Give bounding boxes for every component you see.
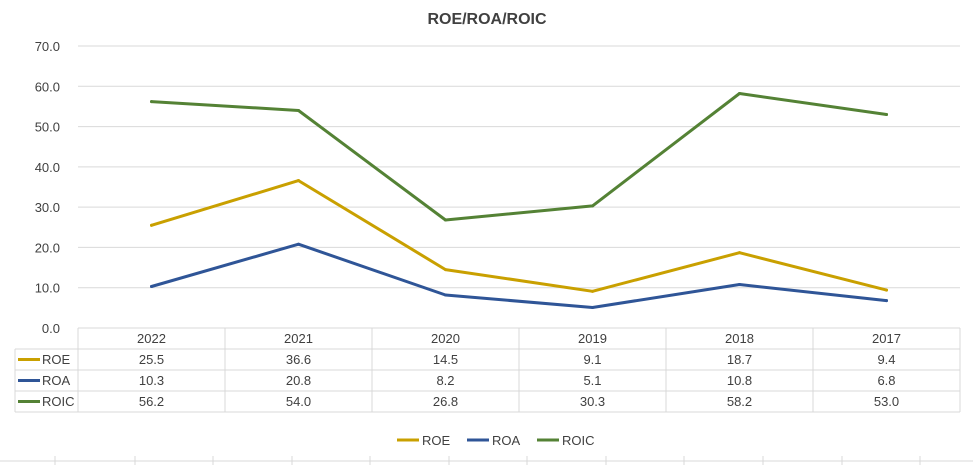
y-tick-label: 40.0 xyxy=(35,160,60,175)
chart-title: ROE/ROA/ROIC xyxy=(427,11,547,28)
x-category-label: 2017 xyxy=(872,331,901,346)
y-tick-label: 10.0 xyxy=(35,281,60,296)
data-point xyxy=(444,293,447,296)
data-point xyxy=(297,243,300,246)
series-line-roic xyxy=(152,94,887,221)
data-point xyxy=(150,285,153,288)
x-category-label: 2020 xyxy=(431,331,460,346)
table-cell-value: 6.8 xyxy=(877,373,895,388)
table-cell-value: 54.0 xyxy=(286,394,311,409)
data-table: 2022 2021 2020 2019 2018 2017 ROE 25.5 36.6 14.5 9… xyxy=(15,328,960,412)
y-tick-label: 20.0 xyxy=(35,240,60,255)
series-line-roa xyxy=(152,244,887,307)
data-point xyxy=(150,100,153,103)
legend: ROE ROA ROIC xyxy=(397,433,595,448)
table-cell-value: 26.8 xyxy=(433,394,458,409)
data-point xyxy=(297,179,300,182)
y-tick-label: 0.0 xyxy=(42,321,60,336)
series-lines xyxy=(150,92,888,309)
data-point xyxy=(738,283,741,286)
chart-container: ROE/ROA/ROIC 0.0 10.0 20.0 30.0 40.0 50.0 60.0… xyxy=(0,0,973,465)
data-point xyxy=(738,92,741,95)
y-tick-label: 70.0 xyxy=(35,39,60,54)
x-category-label: 2019 xyxy=(578,331,607,346)
table-cell-value: 20.8 xyxy=(286,373,311,388)
series-line-roe xyxy=(152,181,887,292)
table-cell-value: 14.5 xyxy=(433,352,458,367)
table-cell-value: 30.3 xyxy=(580,394,605,409)
table-cell-value: 10.8 xyxy=(727,373,752,388)
data-point xyxy=(444,268,447,271)
table-cell-value: 8.2 xyxy=(436,373,454,388)
y-tick-label: 50.0 xyxy=(35,120,60,135)
table-cell-value: 18.7 xyxy=(727,352,752,367)
data-point xyxy=(444,219,447,222)
table-cell-value: 36.6 xyxy=(286,352,311,367)
bottom-axis-ticks xyxy=(0,456,973,465)
table-cell-value: 25.5 xyxy=(139,352,164,367)
table-series-name: ROA xyxy=(42,373,71,388)
table-cell-value: 58.2 xyxy=(727,394,752,409)
x-category-label: 2021 xyxy=(284,331,313,346)
data-point xyxy=(297,109,300,112)
legend-label: ROIC xyxy=(562,433,595,448)
data-point xyxy=(150,224,153,227)
legend-label: ROE xyxy=(422,433,451,448)
data-point xyxy=(885,299,888,302)
y-axis: 0.0 10.0 20.0 30.0 40.0 50.0 60.0 70.0 xyxy=(35,39,60,336)
table-cell-value: 56.2 xyxy=(139,394,164,409)
table-cell-value: 10.3 xyxy=(139,373,164,388)
table-cell-value: 9.1 xyxy=(583,352,601,367)
gridlines xyxy=(78,46,960,288)
data-point xyxy=(885,113,888,116)
x-category-label: 2018 xyxy=(725,331,754,346)
table-cell-value: 53.0 xyxy=(874,394,899,409)
table-cell-value: 9.4 xyxy=(877,352,895,367)
data-point xyxy=(591,290,594,293)
data-point xyxy=(591,306,594,309)
data-point xyxy=(738,251,741,254)
table-series-name: ROIC xyxy=(42,394,75,409)
line-chart: ROE/ROA/ROIC 0.0 10.0 20.0 30.0 40.0 50.0 60.0… xyxy=(0,0,973,465)
legend-label: ROA xyxy=(492,433,521,448)
y-tick-label: 30.0 xyxy=(35,200,60,215)
table-cell-value: 5.1 xyxy=(583,373,601,388)
data-point xyxy=(591,204,594,207)
table-series-name: ROE xyxy=(42,352,71,367)
y-tick-label: 60.0 xyxy=(35,79,60,94)
x-category-label: 2022 xyxy=(137,331,166,346)
data-point xyxy=(885,289,888,292)
